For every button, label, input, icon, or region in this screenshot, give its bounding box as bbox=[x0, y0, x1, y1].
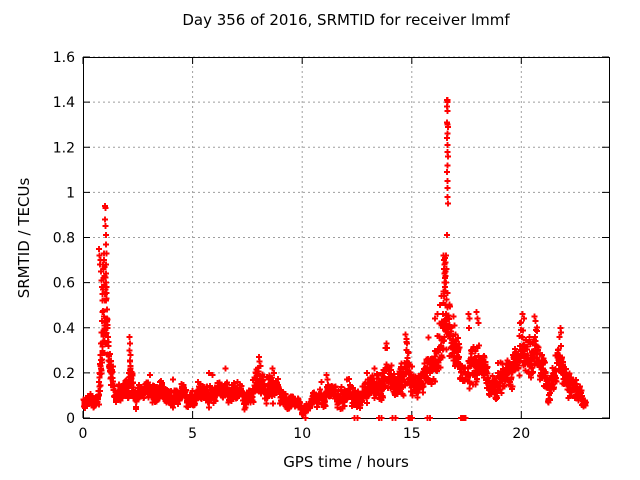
grid-lines bbox=[83, 56, 609, 418]
data-points bbox=[80, 97, 589, 421]
y-tick-label: 0.6 bbox=[53, 276, 75, 292]
x-tick-label: 20 bbox=[512, 426, 530, 442]
plot-border bbox=[83, 57, 610, 419]
y-tick-label: 0.4 bbox=[53, 321, 75, 337]
y-tick-label: 0 bbox=[66, 411, 75, 427]
y-tick-label: 1.4 bbox=[53, 95, 75, 111]
x-axis-label: GPS time / hours bbox=[283, 453, 409, 471]
chart-title: Day 356 of 2016, SRMTID for receiver lmm… bbox=[182, 11, 510, 29]
y-tick-label: 1.2 bbox=[53, 140, 75, 156]
x-tick-label: 0 bbox=[79, 426, 88, 442]
y-tick-label: 0.2 bbox=[53, 366, 75, 382]
x-tick-label: 15 bbox=[403, 426, 421, 442]
x-tick-label: 10 bbox=[293, 426, 311, 442]
y-tick-label: 0.8 bbox=[53, 231, 75, 247]
y-tick-label: 1.6 bbox=[53, 50, 75, 66]
x-tick-label: 5 bbox=[188, 426, 197, 442]
y-tick-label: 1 bbox=[66, 185, 75, 201]
